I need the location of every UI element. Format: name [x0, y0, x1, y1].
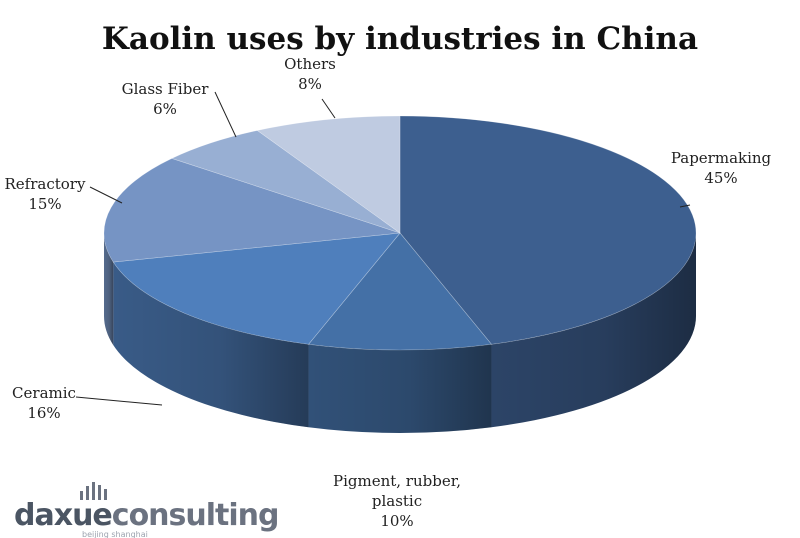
- slice-label-name: Pigment, rubber,: [333, 472, 461, 490]
- slice-label-name: Refractory: [5, 175, 86, 193]
- logo-wordmark-part2: consulting: [112, 498, 279, 533]
- slice-others: [256, 115, 401, 234]
- slice-label-name: plastic: [372, 492, 422, 510]
- slice-pigment-rubber-plastic: [307, 232, 493, 351]
- slice-side-shade-pigment-rubber-plastic: [308, 344, 492, 434]
- slice-label-value: 15%: [28, 195, 61, 213]
- logo-tagline: beijing shanghai: [82, 530, 148, 538]
- slice-label-value: 10%: [380, 512, 413, 530]
- chart-title: Kaolin uses by industries in China: [102, 21, 698, 57]
- slice-label-others: Others 8%: [284, 55, 336, 119]
- slice-ceramic: [112, 232, 401, 345]
- pie-slices: [103, 115, 697, 351]
- logo-wordmark: daxueconsulting: [14, 498, 279, 533]
- slice-label-ceramic: Ceramic 16%: [12, 384, 163, 422]
- slice-label-name: Others: [284, 55, 336, 73]
- slice-label-value: 45%: [704, 169, 737, 187]
- slice-label-papermaking: Papermaking 45%: [671, 149, 772, 208]
- slice-label-name: Ceramic: [12, 384, 76, 402]
- slice-label-value: 16%: [27, 404, 60, 422]
- daxue-consulting-logo: daxueconsulting beijing shanghai: [14, 482, 280, 538]
- slice-label-name: Glass Fiber: [122, 80, 210, 98]
- slice-label-pigment-rubber-plastic: Pigment, rubber, plastic 10%: [333, 472, 461, 530]
- slice-papermaking: [399, 115, 697, 345]
- leader-line-refractory: [89, 186, 123, 204]
- leader-line-ceramic: [75, 396, 163, 406]
- slice-side-shade-papermaking: [491, 233, 696, 428]
- slice-labels: Papermaking 45% Pigment, rubber, plastic 10%…: [5, 55, 772, 530]
- slice-label-glass-fiber: Glass Fiber 6%: [122, 80, 237, 138]
- slice-refractory: [103, 158, 401, 263]
- slice-label-value: 8%: [298, 75, 322, 93]
- slice-side-shade-ceramic: [113, 262, 309, 428]
- leader-line-others: [321, 98, 336, 119]
- slice-label-name: Papermaking: [671, 149, 772, 167]
- leader-line-papermaking: [679, 204, 691, 208]
- slice-glass-fiber: [171, 130, 401, 234]
- slice-side-shade-refractory: [104, 233, 114, 346]
- slice-label-refractory: Refractory 15%: [5, 175, 123, 213]
- logo-wordmark-part1: daxue: [14, 498, 112, 533]
- logo-bars-icon: [80, 482, 107, 500]
- leader-line-glass-fiber: [214, 91, 237, 138]
- pie-side-walls: [104, 233, 696, 434]
- slice-label-value: 6%: [153, 100, 177, 118]
